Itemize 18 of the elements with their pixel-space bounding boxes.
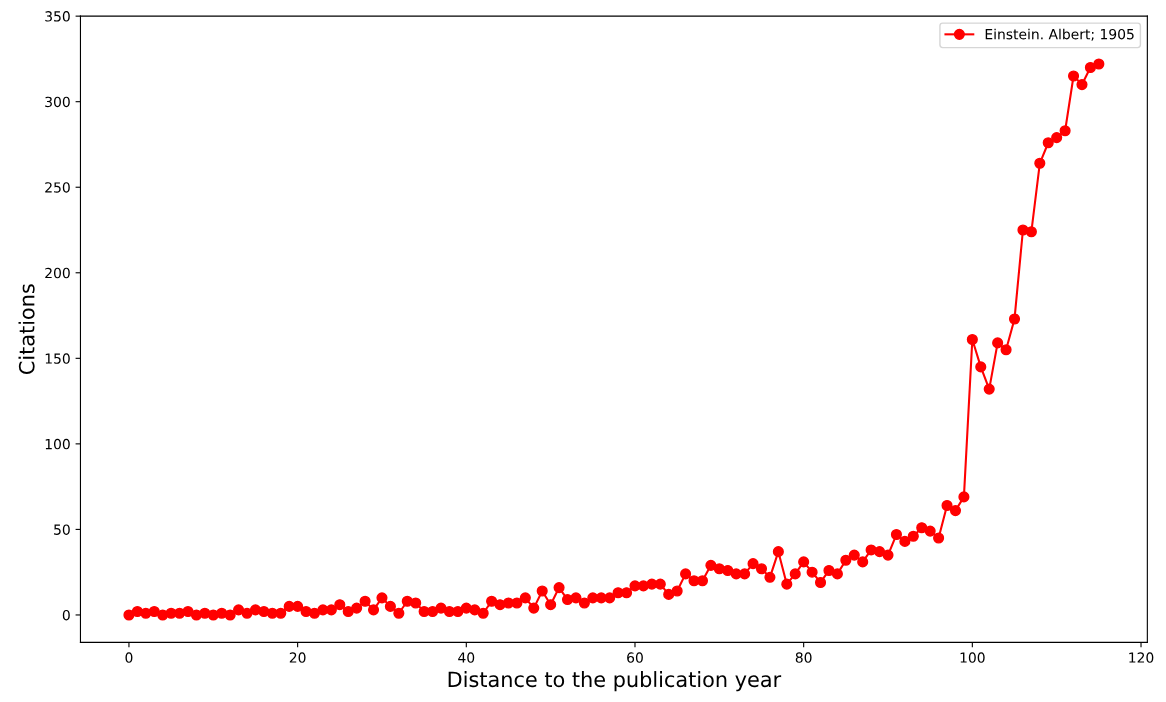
x-tick-label: 80 <box>795 652 812 663</box>
x-tick-label: 100 <box>960 652 985 663</box>
y-tick-label: 250 <box>45 182 70 193</box>
y-axis-title: Citations <box>18 284 35 375</box>
y-tick-label: 300 <box>45 96 70 108</box>
x-tick-label: 60 <box>627 652 643 663</box>
y-tick-label: 0 <box>62 609 70 621</box>
x-tick-label: 40 <box>458 652 475 663</box>
legend-label: Einstein. Albert; 1905 <box>985 28 1134 41</box>
x-axis-title: Distance to the publication year <box>448 671 782 692</box>
x-tick-label: 120 <box>1129 652 1154 663</box>
y-tick-label: 350 <box>45 11 70 22</box>
y-tick-label: 150 <box>45 353 70 364</box>
y-tick-label: 50 <box>54 524 70 535</box>
x-tick-label: 0 <box>125 652 133 663</box>
y-tick-label: 200 <box>45 267 70 279</box>
y-tick-label: 100 <box>45 438 70 450</box>
x-tick-label: 20 <box>289 652 306 663</box>
